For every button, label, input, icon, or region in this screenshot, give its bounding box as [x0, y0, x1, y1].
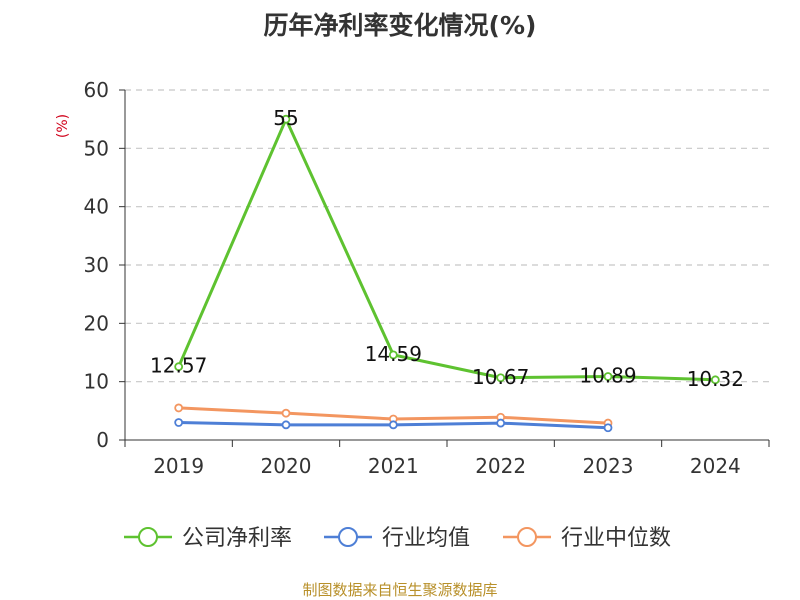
data-point [603, 372, 613, 381]
y-tick-label: 0 [96, 428, 109, 452]
y-tick-label: 40 [84, 195, 109, 219]
legend-label: 公司净利率 [182, 526, 292, 551]
legend-item: 行业均值 [324, 526, 470, 551]
data-point [603, 423, 613, 433]
data-point [388, 350, 398, 360]
y-tick-label: 20 [84, 311, 109, 335]
data-point [281, 114, 291, 124]
data-point [388, 420, 398, 430]
source-note: 制图数据来自恒生聚源数据库 [302, 581, 498, 599]
legend: 公司净利率 行业均值 行业中位数 [124, 526, 671, 551]
x-tick-label: 2022 [475, 454, 526, 478]
y-tick-label: 10 [84, 370, 109, 394]
data-point [281, 408, 291, 418]
legend-marker-icon [138, 527, 158, 547]
data-point [281, 420, 291, 430]
y-tick-label: 50 [84, 136, 109, 160]
legend-label: 行业均值 [382, 526, 470, 551]
data-point [496, 373, 506, 383]
y-tick-label: 60 [84, 78, 109, 102]
data-labels: 12.57 55 14.59 10.67 10.89 10.32 [150, 106, 744, 391]
grid [125, 89, 769, 383]
data-label: 14.59 [365, 342, 422, 366]
data-label: 10.67 [472, 365, 529, 389]
data-label: 12.57 [150, 354, 207, 378]
x-tick-label: 2020 [261, 454, 312, 478]
data-label: 55 [273, 106, 298, 130]
data-point [710, 375, 720, 385]
data-label: 10.89 [579, 363, 636, 387]
chart-title: 历年净利率变化情况(%) [263, 11, 537, 40]
y-axis-label: (%) [55, 114, 71, 138]
legend-marker-icon [517, 527, 537, 547]
legend-marker-icon [338, 527, 358, 547]
x-tick-label: 2023 [583, 454, 634, 478]
data-point [174, 362, 184, 372]
legend-label: 行业中位数 [561, 526, 671, 551]
legend-item: 公司净利率 [124, 526, 292, 551]
legend-item: 行业中位数 [503, 526, 671, 551]
data-point [174, 418, 184, 427]
x-tick-label: 2021 [368, 454, 419, 478]
axes: 0 10 20 30 40 50 60 2019 2020 2021 2022 2023 2024 (%) [55, 78, 770, 478]
x-tick-label: 2024 [690, 454, 741, 478]
x-tick-label: 2019 [153, 454, 204, 478]
data-label: 10.32 [687, 367, 744, 391]
series [174, 114, 720, 433]
y-tick-label: 30 [84, 253, 109, 277]
series-line [177, 117, 716, 382]
data-point [174, 403, 184, 413]
data-point [496, 418, 506, 428]
